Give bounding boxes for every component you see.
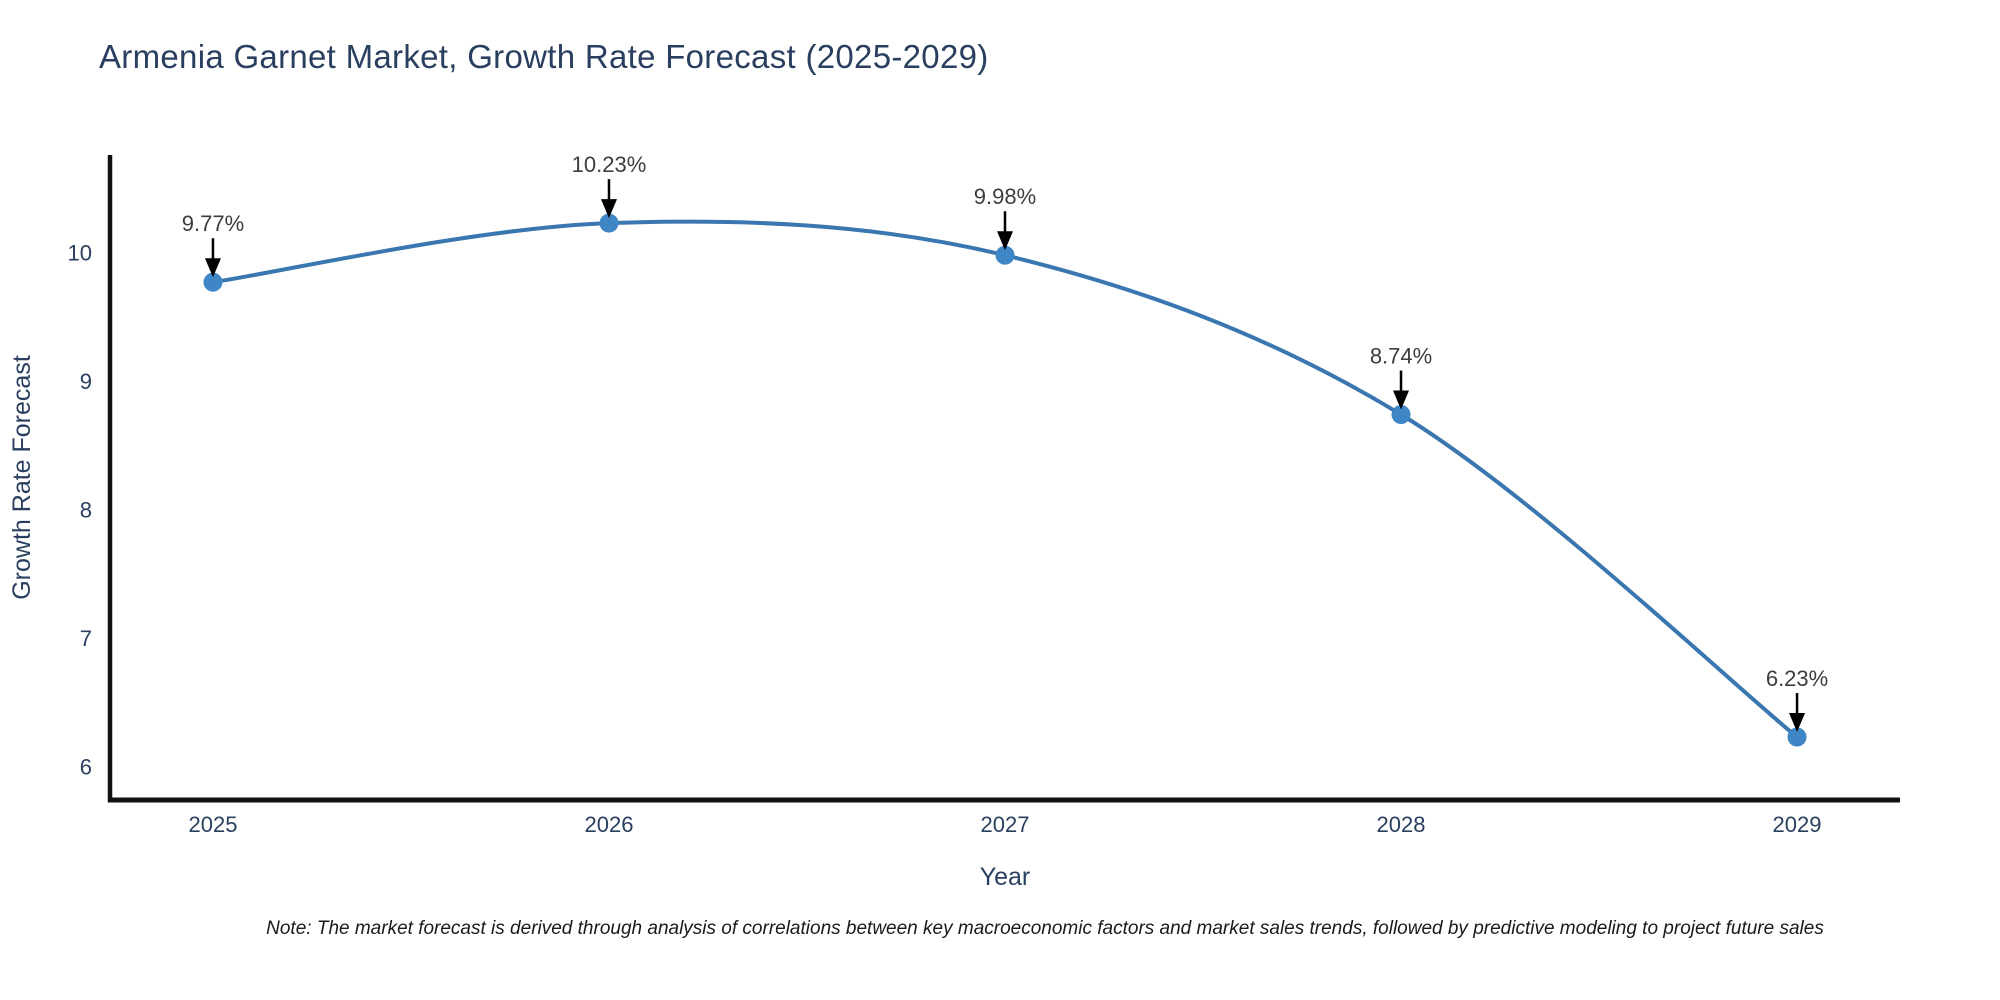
annotation-label: 10.23% [572, 152, 647, 177]
x-tick-label: 2028 [1377, 812, 1426, 837]
x-tick-label: 2027 [981, 812, 1030, 837]
data-point-marker [1787, 727, 1807, 747]
annotation-arrow-head [1393, 390, 1410, 410]
x-axis-title: Year [980, 863, 1031, 891]
y-tick-label: 6 [80, 755, 92, 780]
y-axis-title: Growth Rate Forecast [8, 355, 36, 600]
annotation-label: 9.77% [182, 211, 244, 236]
footnote-text: Note: The market forecast is derived thr… [266, 918, 1824, 939]
annotation-arrow-head [600, 199, 617, 219]
x-tick-label: 2026 [585, 812, 634, 837]
x-tick-label: 2025 [188, 812, 237, 837]
annotation-label: 9.98% [974, 184, 1036, 209]
y-tick-label: 9 [80, 369, 92, 394]
annotation-arrow-head [1789, 713, 1806, 733]
annotation-arrow-head [997, 231, 1013, 251]
series-line [210, 219, 1799, 739]
annotation-arrow-head [204, 258, 221, 278]
data-point-marker [1391, 405, 1411, 425]
x-tick-label: 2029 [1773, 812, 1822, 837]
y-tick-label: 10 [68, 241, 92, 266]
annotation-label: 6.23% [1766, 666, 1828, 691]
data-point-marker [599, 213, 619, 233]
annotation-label: 8.74% [1370, 344, 1432, 369]
y-tick-label: 8 [80, 498, 92, 523]
y-tick-label: 7 [80, 626, 92, 651]
chart-title: Armenia Garnet Market, Growth Rate Forec… [99, 38, 989, 75]
data-point-marker [203, 272, 223, 292]
data-point-marker [995, 245, 1015, 265]
